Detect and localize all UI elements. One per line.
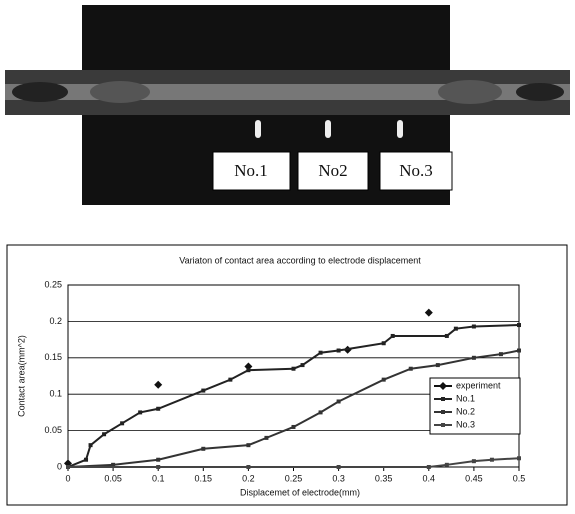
legend-marker [441, 423, 445, 427]
x-tick-label: 0.35 [375, 473, 393, 483]
legend-label: No.2 [456, 406, 475, 416]
legend-label: No.3 [456, 419, 475, 429]
data-point [292, 367, 296, 371]
x-tick-label: 0.45 [465, 473, 483, 483]
data-point [425, 309, 433, 317]
marker [397, 120, 403, 138]
x-axis-label: Displacemet of electrode(mm) [240, 487, 360, 497]
photo: No.1 No2 No.3 [5, 5, 570, 205]
y-tick-label: 0 [57, 461, 62, 471]
data-point [517, 456, 521, 460]
data-point [445, 463, 449, 467]
data-point [156, 407, 160, 411]
x-tick-label: 0.15 [195, 473, 213, 483]
nugget [438, 80, 502, 104]
data-point [382, 341, 386, 345]
data-point [319, 351, 323, 355]
photo-label: No.1 [234, 161, 268, 180]
data-point [337, 399, 341, 403]
data-point [337, 465, 341, 469]
x-tick-label: 0.25 [285, 473, 303, 483]
data-point [102, 432, 106, 436]
data-point [517, 323, 521, 327]
photo-label: No.3 [399, 161, 433, 180]
x-tick-label: 0.05 [104, 473, 122, 483]
nugget [12, 82, 68, 102]
x-tick-label: 0.1 [152, 473, 165, 483]
x-tick-label: 0.2 [242, 473, 255, 483]
y-tick-label: 0.2 [49, 316, 62, 326]
data-point [228, 378, 232, 382]
data-point [264, 436, 268, 440]
y-tick-label: 0.15 [44, 352, 62, 362]
data-point [319, 410, 323, 414]
data-point [517, 349, 521, 353]
x-tick-label: 0.4 [423, 473, 436, 483]
data-point [472, 459, 476, 463]
chart-title: Variaton of contact area according to el… [179, 255, 421, 265]
plot-area [68, 285, 519, 467]
data-point [436, 363, 440, 367]
data-point [409, 367, 413, 371]
x-tick-label: 0.3 [332, 473, 345, 483]
data-point [89, 443, 93, 447]
data-point [445, 334, 449, 338]
data-point [301, 363, 305, 367]
x-tick-label: 0 [65, 473, 70, 483]
data-point [156, 458, 160, 462]
legend-marker [441, 410, 445, 414]
data-point [84, 458, 88, 462]
data-point [156, 465, 160, 469]
data-point [246, 465, 250, 469]
data-point [472, 324, 476, 328]
data-point [154, 381, 162, 389]
data-point [201, 389, 205, 393]
marker [325, 120, 331, 138]
nugget [516, 83, 564, 101]
photo-label: No2 [318, 161, 347, 180]
y-tick-label: 0.1 [49, 389, 62, 399]
x-tick-label: 0.5 [513, 473, 526, 483]
data-point [454, 327, 458, 331]
y-axis-label: Contact area(mm^2) [16, 335, 26, 417]
data-point [66, 465, 70, 469]
legend-marker [441, 397, 445, 401]
y-tick-label: 0.05 [44, 425, 62, 435]
data-point [120, 421, 124, 425]
legend-label: No.1 [456, 393, 475, 403]
data-point [382, 378, 386, 382]
data-point [391, 334, 395, 338]
data-point [292, 425, 296, 429]
data-point [490, 458, 494, 462]
data-point [499, 352, 503, 356]
data-point [246, 368, 250, 372]
data-point [138, 410, 142, 414]
figure: No.1 No2 No.3 Variaton of contact area a… [0, 0, 575, 509]
data-point [472, 356, 476, 360]
marker [255, 120, 261, 138]
data-point [246, 443, 250, 447]
nugget [90, 81, 150, 103]
y-tick-label: 0.25 [44, 279, 62, 289]
legend-label: experiment [456, 380, 501, 390]
data-point [201, 447, 205, 451]
data-point [427, 465, 431, 469]
data-point [337, 349, 341, 353]
